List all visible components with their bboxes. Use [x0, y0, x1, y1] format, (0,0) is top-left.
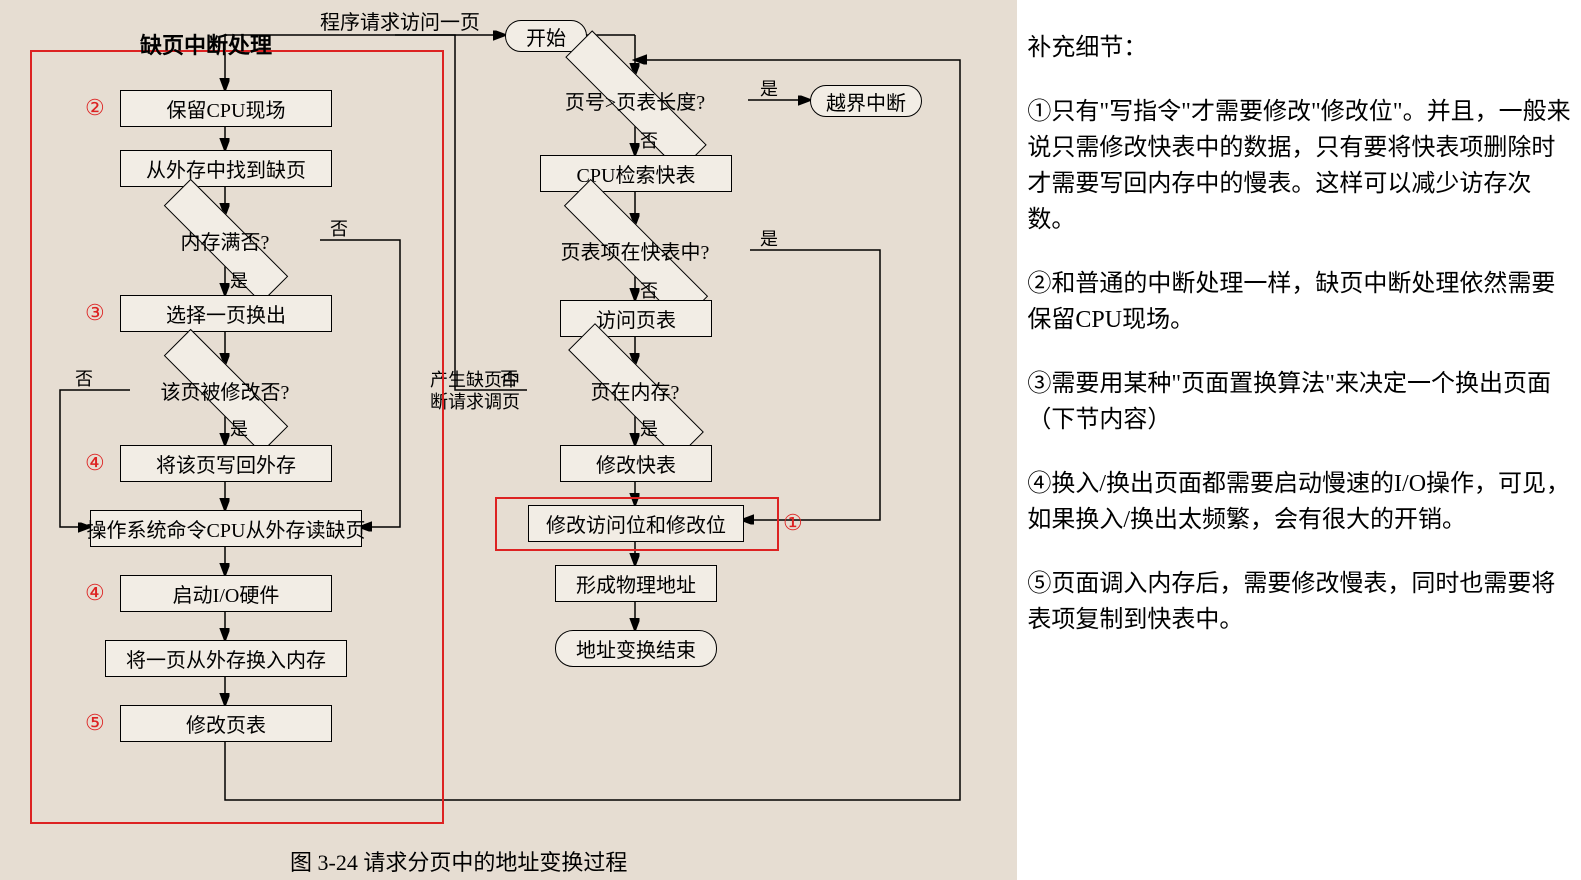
- node-end-label: 地址变换结束: [576, 634, 696, 663]
- node-cpu-tlb: CPU检索快表: [540, 155, 732, 192]
- node-phys-addr-label: 形成物理地址: [576, 569, 696, 598]
- marker-3: ③: [85, 300, 105, 326]
- marker-2: ②: [85, 95, 105, 121]
- marker-5: ⑤: [85, 710, 105, 736]
- marker-4a: ④: [85, 450, 105, 476]
- note-4: ④换入/换出页面都需要启动慢速的I/O操作，可见，如果换入/换出太频繁，会有很大…: [1027, 466, 1571, 538]
- label-no-1: 否: [640, 127, 658, 153]
- label-yes-1: 是: [760, 75, 778, 101]
- node-intlb-label: 页表项在快表中?: [540, 238, 730, 262]
- notes-panel: 补充细节： ①只有"写指令"才需要修改"修改位"。并且，一般来说只需修改快表中的…: [1017, 0, 1581, 880]
- marker-1: ①: [783, 510, 803, 536]
- note-3: ③需要用某种"页面置换算法"来决定一个换出页面（下节内容）: [1027, 366, 1571, 438]
- node-visit-pt: 访问页表: [560, 300, 712, 337]
- node-overflow: 越界中断: [810, 85, 922, 117]
- node-overflow-label: 越界中断: [826, 87, 906, 116]
- red-box-left: [30, 50, 444, 824]
- note-5: ⑤页面调入内存后，需要修改慢表，同时也需要将表项复制到快表中。: [1027, 566, 1571, 638]
- top-edge-label: 程序请求访问一页: [320, 6, 480, 35]
- node-start-label: 开始: [526, 22, 566, 51]
- red-title: 缺页中断处理: [140, 28, 272, 60]
- label-yes-2: 是: [760, 225, 778, 251]
- label-yes-3: 是: [640, 415, 658, 441]
- note-1: ①只有"写指令"才需要修改"修改位"。并且，一般来说只需修改快表中的数据，只有要…: [1027, 94, 1571, 238]
- node-pagelen-label: 页号>页表长度?: [545, 88, 725, 112]
- node-visit-pt-label: 访问页表: [596, 304, 676, 333]
- figure-caption: 图 3-24 请求分页中的地址变换过程: [290, 845, 627, 877]
- node-end: 地址变换结束: [555, 630, 717, 667]
- node-mod-tlb: 修改快表: [560, 445, 712, 482]
- interrupt-label: 产生缺页中断请求调页: [430, 370, 535, 413]
- note-2: ②和普通的中断处理一样，缺页中断处理依然需要保留CPU现场。: [1027, 266, 1571, 338]
- node-phys-addr: 形成物理地址: [555, 565, 717, 602]
- node-inmem-label: 页在内存?: [555, 378, 715, 402]
- marker-4b: ④: [85, 580, 105, 606]
- notes-heading: 补充细节：: [1027, 30, 1571, 66]
- red-box-modbits: [495, 497, 779, 551]
- flowchart-diagram: 程序请求访问一页 开始 越界中断 页号>页表长度? 是 否 CPU检索快表 页表…: [0, 0, 1017, 880]
- node-mod-tlb-label: 修改快表: [596, 449, 676, 478]
